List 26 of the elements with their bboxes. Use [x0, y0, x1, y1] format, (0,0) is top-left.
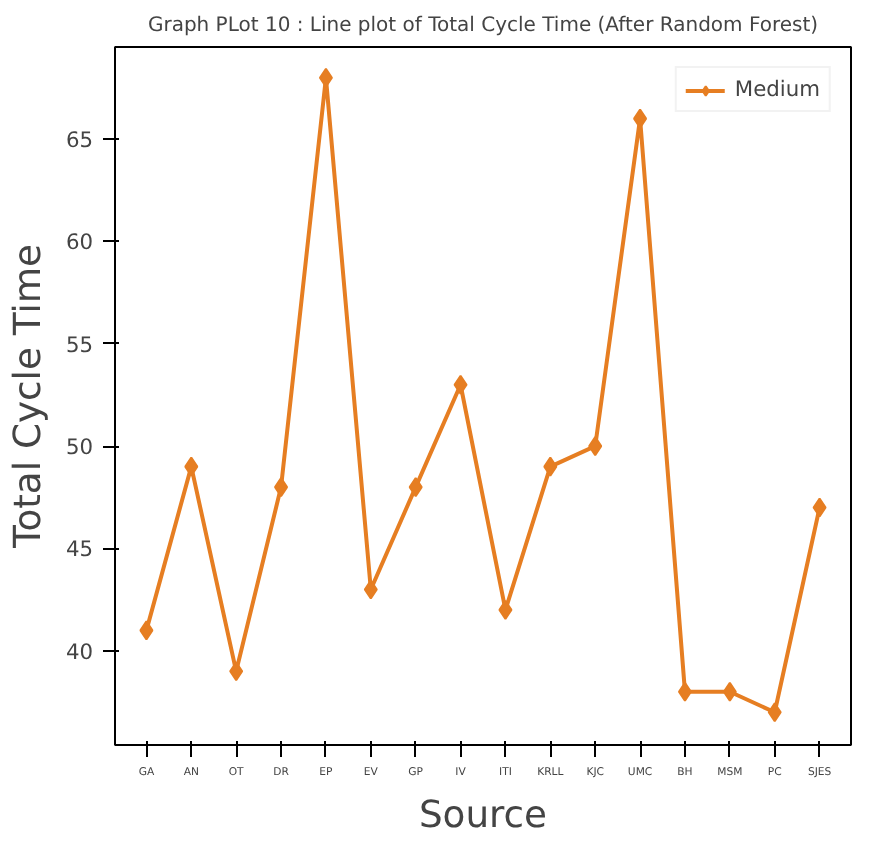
point [588, 436, 603, 457]
point [274, 477, 289, 498]
point [229, 661, 244, 682]
point [139, 620, 154, 641]
point [453, 374, 468, 395]
point [543, 456, 558, 477]
point [498, 599, 513, 620]
point [767, 702, 782, 723]
y-tick-label: 50 [65, 434, 94, 461]
point [318, 67, 333, 88]
point [722, 681, 737, 702]
legend-label: Medium [734, 76, 820, 102]
point [363, 579, 378, 600]
y-tick-label: 45 [65, 536, 94, 563]
point [408, 477, 423, 498]
x-axis-title: Source [418, 795, 548, 837]
y-axis-title: Total Cycle Time [7, 243, 50, 551]
y-tick-label: 40 [65, 638, 94, 665]
chart-title: Graph PLot 10 : Line plot of Total Cycle Time (After Random Forest) [147, 15, 819, 37]
y-tick-label: 55 [65, 331, 94, 358]
point [677, 681, 692, 702]
y-tick-label: 65 [65, 127, 94, 154]
point [812, 497, 827, 518]
point [184, 456, 199, 477]
y-tick-label: 60 [65, 229, 94, 256]
point [633, 108, 648, 129]
